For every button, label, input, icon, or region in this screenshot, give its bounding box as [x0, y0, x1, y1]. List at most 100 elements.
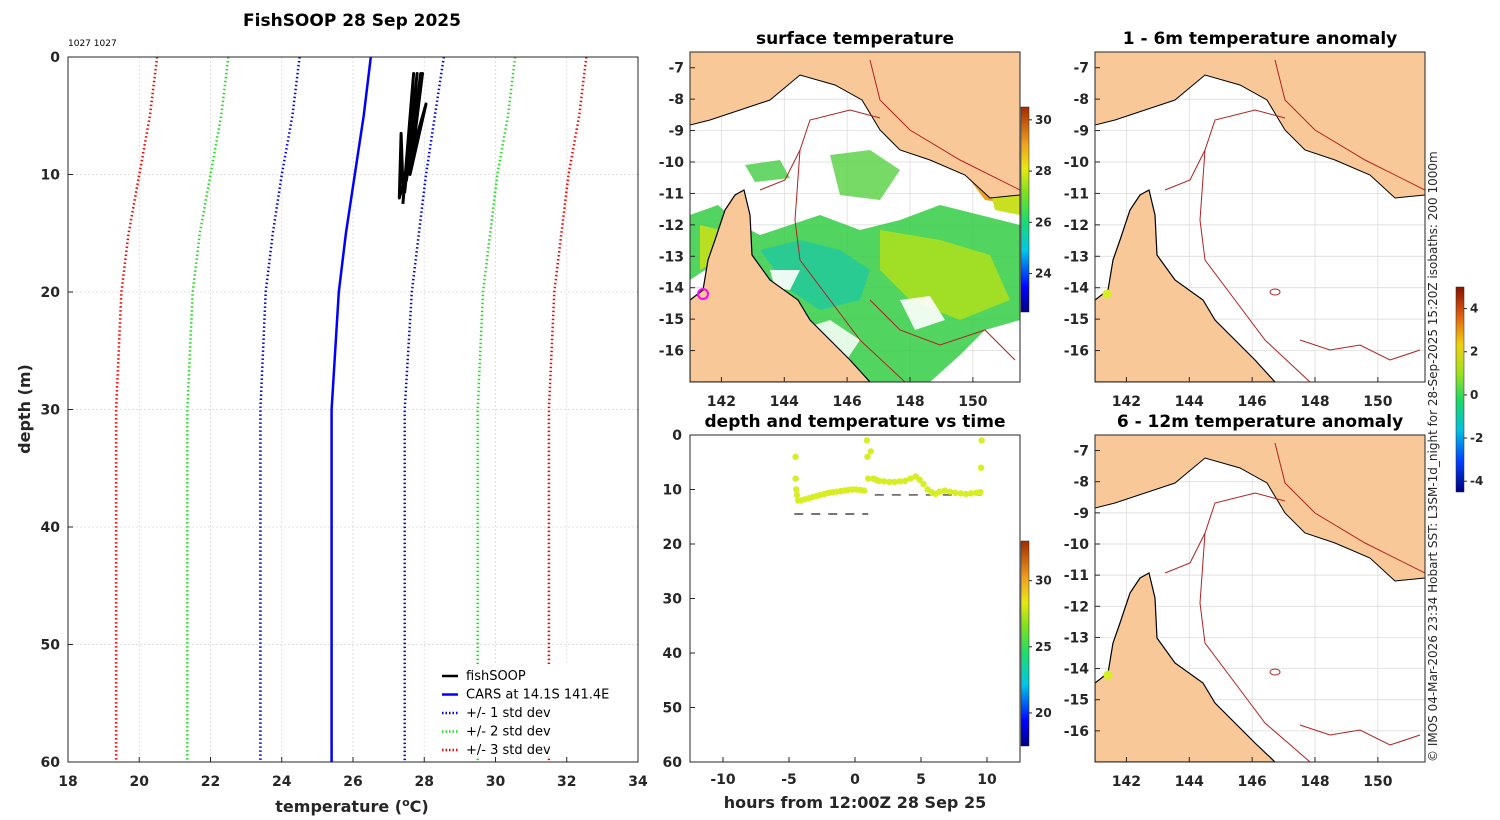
- ts-point: [792, 453, 799, 460]
- anom2-axes-box: [1094, 434, 1426, 763]
- ts-point: [916, 476, 923, 483]
- ts-point: [880, 478, 888, 485]
- map-x-tick-label: 142: [707, 394, 736, 410]
- ts-colorbar-ticks: 30 25 20: [1029, 574, 1052, 720]
- map-y-tick-label: -16: [659, 344, 684, 360]
- map-y-tick-label: -15: [1064, 693, 1089, 709]
- map-x-tick-label: 146: [833, 394, 862, 410]
- ts-point: [978, 437, 985, 444]
- map-y-tick-label: -11: [1064, 186, 1089, 202]
- sst-axes-box: [689, 51, 1021, 383]
- ts-point: [977, 464, 985, 471]
- legend-label: +/- 2 std dev: [466, 725, 551, 740]
- profile-grid: [67, 56, 639, 763]
- legend-label: +/- 1 std dev: [466, 706, 551, 721]
- profile-y-tick-label: 10: [41, 168, 61, 184]
- map-x-tick-label: 150: [1363, 394, 1392, 410]
- map-x-tick-label: 150: [958, 394, 987, 410]
- colorbar-tick-label: 0: [1470, 388, 1478, 402]
- colorbar-tick-label: -4: [1470, 474, 1483, 488]
- profile-y-tick-label: 40: [41, 520, 61, 536]
- sst-map: [690, 52, 1020, 382]
- legend-label: +/- 3 std dev: [466, 743, 551, 758]
- anom2-marker: [1103, 670, 1113, 680]
- map-x-tick-label: 146: [1238, 774, 1267, 790]
- timeseries-panel: depth and temperature vs time -10 -5 0 5 10 …: [663, 412, 1052, 812]
- profile-y-tick-label: 0: [50, 50, 60, 66]
- colorbar-tick-label: 28: [1035, 164, 1052, 178]
- colorbar-tick-label: 4: [1470, 302, 1478, 316]
- map-y-tick-label: -8: [1073, 475, 1089, 491]
- map-y-tick-label: -9: [1073, 506, 1089, 522]
- colorbar-tick-label: 20: [1035, 706, 1052, 720]
- profile-series: [114, 56, 588, 762]
- profile-y-tick-label: 30: [41, 403, 61, 419]
- anom2-land-png: [1095, 435, 1425, 582]
- profile-y-label: depth (m): [15, 364, 34, 454]
- map-y-tick-label: -14: [1064, 281, 1090, 297]
- map-y-tick-label: -8: [668, 92, 684, 108]
- legend-box: [437, 664, 633, 756]
- map-y-tick-label: -13: [1064, 630, 1089, 646]
- anom1-land-australia: [1095, 189, 1276, 382]
- map-y-tick-label: -15: [1064, 312, 1089, 328]
- sst-map-panel: surface temperature: [659, 29, 1052, 410]
- ts-point: [865, 475, 872, 482]
- map-x-tick-label: 144: [1175, 394, 1204, 410]
- ts-y-tick-label: 50: [663, 701, 683, 717]
- colorbar-tick-label: -2: [1470, 431, 1483, 445]
- map-x-tick-label: 144: [770, 394, 799, 410]
- profile-x-tick-label: 20: [130, 774, 150, 790]
- map-y-tick-label: -7: [668, 61, 684, 77]
- map-x-tick-label: 148: [1300, 774, 1329, 790]
- map-y-tick-label: -13: [1064, 249, 1089, 265]
- map-y-tick-label: -14: [1064, 662, 1090, 678]
- ts-point: [977, 489, 984, 496]
- ts-point: [902, 477, 909, 484]
- map-x-tick-label: 144: [1175, 774, 1204, 790]
- map-x-tick-label: 148: [1300, 394, 1329, 410]
- sst-title: surface temperature: [756, 29, 954, 49]
- map-y-tick-label: -11: [659, 186, 684, 202]
- sst-colorbar: [1020, 106, 1030, 313]
- legend-label: fishSOOP: [466, 669, 526, 684]
- sst-y-ticks: -7 -8 -9 -10 -11 -12 -13 -14 -15 -16: [659, 61, 695, 360]
- ts-y-ticks: 0 10 20 30 40 50 60: [663, 428, 695, 771]
- anom2-title: 6 - 12m temperature anomaly: [1117, 412, 1403, 432]
- sst-land-png: [690, 52, 1020, 199]
- ts-x-tick-label: 0: [850, 772, 860, 788]
- map-y-tick-label: -13: [659, 249, 684, 265]
- colorbar-tick-label: 26: [1035, 215, 1052, 229]
- ts-point: [946, 488, 954, 495]
- ts-point: [792, 475, 799, 482]
- map-x-tick-label: 150: [1363, 774, 1392, 790]
- ts-x-tick-label: -10: [710, 772, 736, 788]
- anomaly-6-12m-panel: 6 - 12m temperature anomaly 142 144 146 148…: [1064, 286, 1483, 790]
- anomaly-1-6m-panel: 1 - 6m temperature anomaly 142 144 146 148 1…: [1064, 29, 1426, 410]
- ts-x-tick-label: 5: [916, 772, 926, 788]
- map-y-tick-label: -9: [1073, 124, 1089, 140]
- ts-x-tick-label: -5: [781, 772, 797, 788]
- anomaly-colorbar: [1455, 286, 1465, 493]
- profile-x-tick-label: 34: [628, 774, 648, 790]
- profile-x-tick-label: 22: [201, 774, 220, 790]
- ts-y-tick-label: 30: [663, 592, 683, 608]
- ts-point: [864, 453, 871, 460]
- ts-y-tick-label: 0: [672, 428, 682, 444]
- ts-point: [886, 478, 893, 486]
- ts-point: [952, 489, 959, 496]
- map-y-tick-label: -8: [1073, 92, 1089, 108]
- ts-y-tick-label: 10: [663, 483, 683, 499]
- anom2-land-australia: [1095, 572, 1276, 762]
- sst-colorbar-ticks: 30 28 26 24: [1029, 113, 1052, 281]
- anom2-map: [1095, 435, 1425, 762]
- map-y-tick-label: -15: [659, 312, 684, 328]
- anom1-land-png: [1095, 52, 1425, 199]
- anom2-x-ticks: 142 144 146 148 150: [1112, 757, 1393, 790]
- ts-point: [863, 437, 871, 444]
- map-y-tick-label: -12: [1064, 599, 1089, 615]
- colorbar-tick-label: 24: [1035, 267, 1052, 281]
- ts-point: [941, 487, 948, 494]
- anom1-map: [1095, 52, 1425, 382]
